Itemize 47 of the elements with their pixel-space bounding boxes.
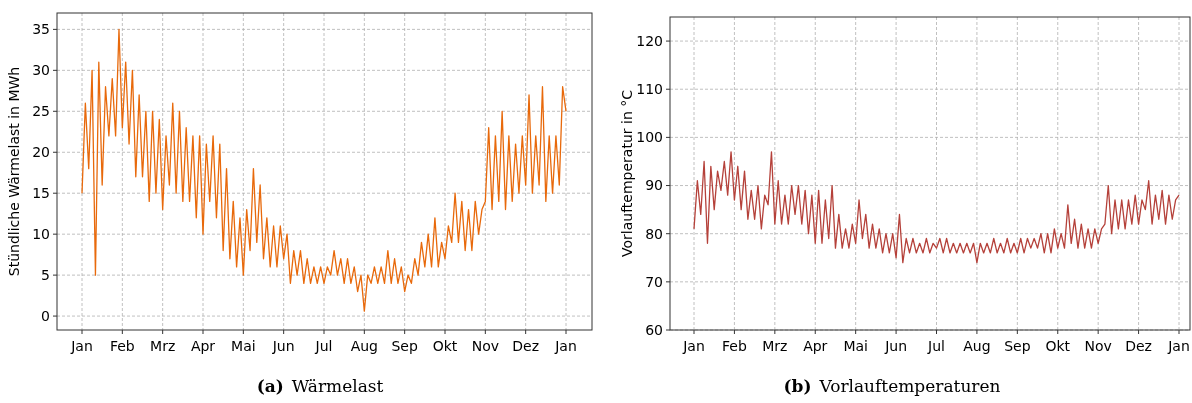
x-tick-label: Okt [1045, 338, 1071, 354]
x-tick-label: Jan [1167, 338, 1190, 354]
x-tick-label: Apr [190, 338, 216, 354]
x-tick-label: Dez [512, 338, 540, 354]
y-tick-label: 30 [32, 62, 50, 79]
y-tick-label: 35 [32, 21, 50, 38]
y-tick-label: 70 [645, 273, 663, 290]
y-tick-label: 5 [41, 267, 50, 284]
x-tick-label: Mai [843, 338, 868, 354]
x-tick-label: Jan [554, 338, 577, 354]
x-tick-label: Aug [963, 338, 991, 354]
x-tick-label: Jul [927, 338, 945, 354]
y-tick-label: 60 [645, 321, 663, 338]
x-tick-label: Feb [109, 338, 135, 354]
x-tick-label: Mrz [762, 338, 788, 354]
x-tick-label: Jun [271, 338, 295, 354]
y-tick-label: 10 [32, 226, 50, 243]
x-tick-label: Jul [314, 338, 333, 354]
x-tick-label: Mai [231, 338, 256, 354]
x-tick-label: Feb [722, 338, 747, 354]
x-tick-label: Dez [1125, 338, 1152, 354]
y-tick-label: 110 [636, 81, 663, 98]
x-tick-label: Jan [682, 338, 705, 354]
x-tick-label: Sep [391, 338, 418, 354]
x-tick-label: Nov [1084, 338, 1112, 354]
text: (a) Wärmelast [256, 376, 384, 396]
x-tick-label: Jan [70, 338, 93, 354]
y-tick-label: 80 [645, 225, 663, 242]
text: (b) Vorlauftemperaturen [783, 376, 1001, 396]
y-tick-label: 15 [32, 185, 50, 202]
x-tick-label: Mrz [150, 338, 176, 354]
y-tick-label: 20 [32, 144, 50, 161]
y-axis-title: Vorlauftemperatur in °C [619, 89, 635, 257]
y-tick-label: 0 [41, 307, 50, 324]
x-tick-label: Sep [1004, 338, 1031, 354]
x-tick-label: Apr [803, 338, 828, 354]
x-tick-label: Aug [350, 338, 379, 354]
y-tick-label: 100 [636, 129, 663, 146]
y-tick-label: 90 [645, 177, 663, 194]
x-tick-label: Jun [884, 338, 908, 354]
y-axis-title: Stündliche Wärmelast in MWh [6, 66, 22, 277]
x-tick-label: Okt [432, 338, 458, 354]
x-tick-label: Nov [471, 338, 499, 354]
line-series [81, 28, 567, 312]
y-tick-label: 25 [32, 103, 50, 120]
line-series [693, 151, 1180, 264]
y-tick-label: 120 [636, 32, 663, 49]
